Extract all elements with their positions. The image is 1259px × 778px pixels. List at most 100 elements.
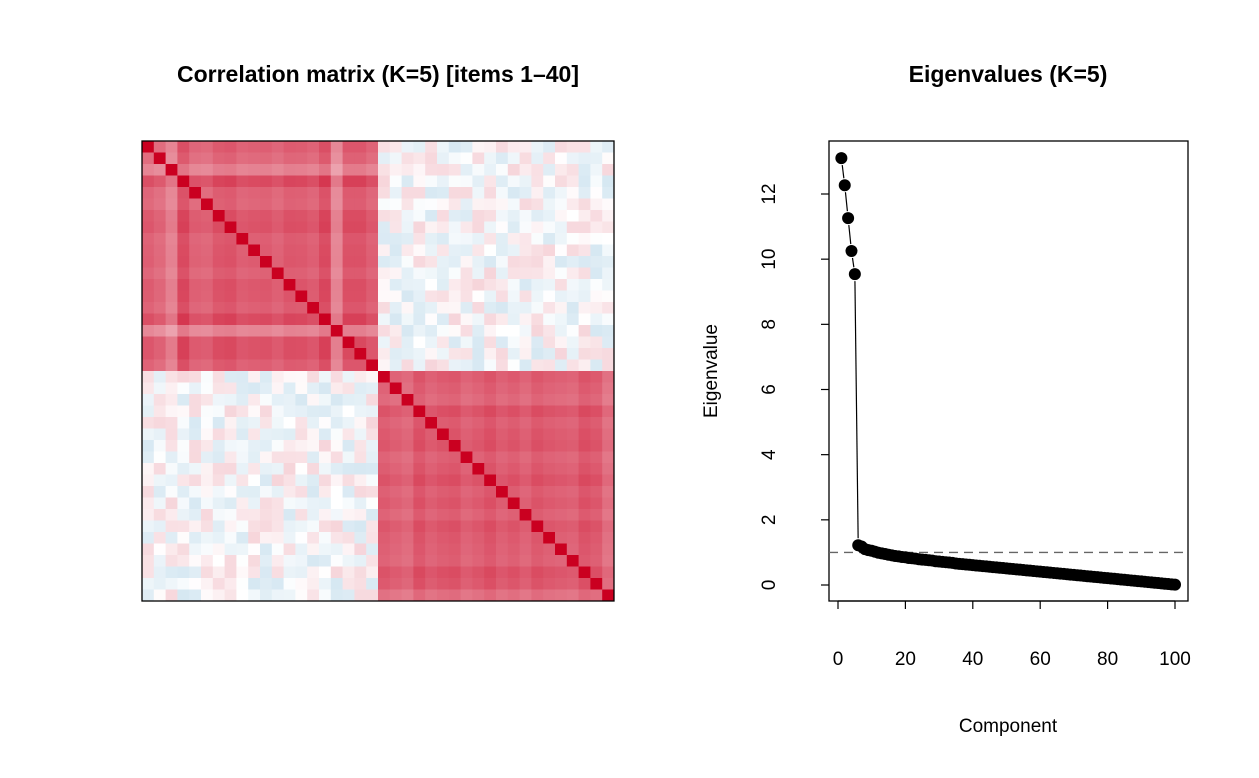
heatmap-cell bbox=[484, 141, 497, 153]
heatmap-cell bbox=[437, 348, 450, 360]
heatmap-cell bbox=[507, 440, 520, 452]
heatmap-cell bbox=[236, 256, 249, 268]
heatmap-cell bbox=[224, 497, 237, 510]
heatmap-cell bbox=[330, 509, 343, 521]
heatmap-cell bbox=[307, 417, 320, 429]
heatmap-cell bbox=[260, 175, 273, 188]
heatmap-cell bbox=[425, 152, 438, 165]
heatmap-cell bbox=[165, 141, 178, 153]
heatmap-cell bbox=[496, 233, 509, 245]
heatmap-cell bbox=[224, 578, 237, 590]
heatmap-cell bbox=[578, 543, 591, 556]
heatmap-cell bbox=[555, 497, 568, 510]
heatmap-cell bbox=[236, 164, 249, 176]
heatmap-cell bbox=[189, 141, 202, 153]
heatmap-cell bbox=[519, 509, 532, 521]
heatmap-cell bbox=[153, 290, 166, 303]
heatmap-cell bbox=[389, 566, 402, 579]
heatmap-cell bbox=[602, 302, 615, 314]
heatmap-cell bbox=[590, 336, 603, 349]
heatmap-cell bbox=[142, 359, 155, 372]
heatmap-cell bbox=[260, 348, 273, 360]
heatmap-cell bbox=[401, 578, 414, 590]
heatmap-cell bbox=[460, 451, 473, 464]
heatmap-cell bbox=[555, 520, 568, 533]
heatmap-cell bbox=[496, 451, 509, 464]
heatmap-cell bbox=[212, 164, 225, 176]
heatmap-cell bbox=[507, 290, 520, 303]
heatmap-cell bbox=[354, 313, 367, 326]
heatmap-cell bbox=[354, 348, 367, 360]
heatmap-cell bbox=[437, 141, 450, 153]
heatmap-cell bbox=[236, 428, 249, 441]
heatmap-cell bbox=[330, 555, 343, 567]
heatmap-cell bbox=[224, 532, 237, 544]
heatmap-cell bbox=[425, 394, 438, 406]
heatmap-cell bbox=[153, 578, 166, 590]
heatmap-cell bbox=[189, 336, 202, 349]
heatmap-cell bbox=[224, 210, 237, 222]
heatmap-cell bbox=[224, 313, 237, 326]
heatmap-cell bbox=[460, 325, 473, 337]
heatmap-cell bbox=[319, 359, 332, 372]
heatmap-cell bbox=[472, 233, 485, 245]
heatmap-cell bbox=[472, 451, 485, 464]
heatmap-cell bbox=[531, 382, 544, 395]
heatmap-cell bbox=[543, 417, 556, 429]
heatmap-cell bbox=[378, 428, 391, 441]
heatmap-cell bbox=[189, 290, 202, 303]
heatmap-cell bbox=[354, 497, 367, 510]
heatmap-cell bbox=[519, 187, 532, 199]
series-segment bbox=[848, 225, 852, 245]
heatmap-cell bbox=[236, 405, 249, 418]
heatmap-cell bbox=[153, 463, 166, 475]
heatmap-cell bbox=[201, 509, 214, 521]
heatmap-cell bbox=[472, 267, 485, 280]
heatmap-cell bbox=[260, 210, 273, 222]
heatmap-cell bbox=[260, 405, 273, 418]
heatmap-cell bbox=[519, 394, 532, 406]
heatmap-cell bbox=[590, 256, 603, 268]
heatmap-cell bbox=[236, 313, 249, 326]
heatmap-cell bbox=[472, 198, 485, 211]
heatmap-cell bbox=[366, 382, 379, 395]
heatmap-cell bbox=[224, 187, 237, 199]
heatmap-cell bbox=[354, 244, 367, 257]
heatmap-cell bbox=[319, 233, 332, 245]
heatmap-cell bbox=[248, 233, 261, 245]
heatmap-cell bbox=[153, 428, 166, 441]
heatmap-cell bbox=[472, 589, 485, 602]
heatmap-cell bbox=[389, 509, 402, 521]
heatmap-cell bbox=[401, 451, 414, 464]
heatmap-cell bbox=[224, 267, 237, 280]
heatmap-cell bbox=[342, 313, 355, 326]
heatmap-cell bbox=[271, 348, 284, 360]
heatmap-cell bbox=[260, 382, 273, 395]
heatmap-cell bbox=[366, 198, 379, 211]
heatmap-cell bbox=[248, 267, 261, 280]
heatmap-cell bbox=[283, 221, 296, 234]
heatmap-cell bbox=[283, 555, 296, 567]
heatmap-cell bbox=[177, 164, 190, 176]
heatmap-cell bbox=[319, 589, 332, 602]
heatmap-cell bbox=[401, 394, 414, 406]
heatmap-cell bbox=[248, 359, 261, 372]
heatmap-cell bbox=[236, 451, 249, 464]
heatmap-cell bbox=[260, 578, 273, 590]
heatmap-cell bbox=[283, 325, 296, 337]
heatmap-cell bbox=[177, 290, 190, 303]
heatmap-cell bbox=[212, 520, 225, 533]
heatmap-cell bbox=[590, 417, 603, 429]
heatmap-cell bbox=[366, 543, 379, 556]
heatmap-cell bbox=[389, 198, 402, 211]
heatmap-cell bbox=[413, 267, 426, 280]
heatmap-cell bbox=[224, 256, 237, 268]
heatmap-cell bbox=[177, 359, 190, 372]
heatmap-cell bbox=[248, 520, 261, 533]
heatmap-cell bbox=[566, 371, 579, 383]
heatmap-cell bbox=[437, 463, 450, 475]
heatmap-cell bbox=[590, 152, 603, 165]
heatmap-cell bbox=[177, 555, 190, 567]
heatmap-cell bbox=[330, 198, 343, 211]
heatmap-cell bbox=[201, 267, 214, 280]
